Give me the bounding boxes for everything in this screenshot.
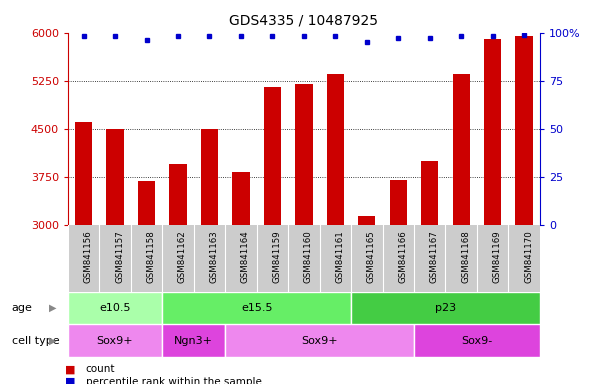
Text: GSM841161: GSM841161 bbox=[335, 230, 345, 283]
Text: percentile rank within the sample: percentile rank within the sample bbox=[86, 377, 261, 384]
Text: GSM841164: GSM841164 bbox=[241, 230, 250, 283]
Bar bbox=[264, 87, 281, 225]
Bar bbox=[138, 181, 155, 225]
Text: GSM841159: GSM841159 bbox=[273, 230, 281, 283]
Text: GSM841160: GSM841160 bbox=[304, 230, 313, 283]
Bar bbox=[414, 324, 540, 357]
Bar bbox=[516, 36, 533, 225]
Text: GSM841170: GSM841170 bbox=[524, 230, 533, 283]
Bar bbox=[351, 292, 540, 324]
Text: p23: p23 bbox=[435, 303, 456, 313]
Bar bbox=[106, 129, 124, 225]
Bar bbox=[389, 180, 407, 225]
Text: Ngn3+: Ngn3+ bbox=[174, 336, 213, 346]
Text: Sox9+: Sox9+ bbox=[97, 336, 133, 346]
Text: GSM841167: GSM841167 bbox=[430, 230, 439, 283]
Bar bbox=[484, 39, 502, 225]
Bar bbox=[162, 324, 225, 357]
Bar bbox=[453, 74, 470, 225]
Bar bbox=[421, 161, 438, 225]
Text: GSM841165: GSM841165 bbox=[367, 230, 376, 283]
Text: GSM841166: GSM841166 bbox=[398, 230, 407, 283]
Bar bbox=[68, 292, 162, 324]
Bar bbox=[75, 122, 92, 225]
Text: ■: ■ bbox=[65, 364, 76, 374]
Text: GSM841157: GSM841157 bbox=[115, 230, 124, 283]
Bar bbox=[232, 172, 250, 225]
Text: age: age bbox=[12, 303, 32, 313]
Text: e10.5: e10.5 bbox=[99, 303, 131, 313]
Bar bbox=[327, 74, 344, 225]
Text: GSM841169: GSM841169 bbox=[493, 230, 502, 283]
Bar bbox=[169, 164, 186, 225]
Bar bbox=[295, 84, 313, 225]
Text: ■: ■ bbox=[65, 377, 76, 384]
Text: Sox9+: Sox9+ bbox=[301, 336, 338, 346]
Bar bbox=[201, 129, 218, 225]
Text: GSM841158: GSM841158 bbox=[146, 230, 156, 283]
Text: GSM841156: GSM841156 bbox=[84, 230, 93, 283]
Text: e15.5: e15.5 bbox=[241, 303, 273, 313]
Text: GSM841163: GSM841163 bbox=[209, 230, 218, 283]
Bar bbox=[162, 292, 351, 324]
Bar bbox=[68, 324, 162, 357]
Bar bbox=[225, 324, 414, 357]
Bar bbox=[358, 216, 375, 225]
Text: Sox9-: Sox9- bbox=[461, 336, 493, 346]
Text: ▶: ▶ bbox=[50, 303, 57, 313]
Text: GDS4335 / 10487925: GDS4335 / 10487925 bbox=[230, 13, 378, 27]
Text: ▶: ▶ bbox=[50, 336, 57, 346]
Text: GSM841168: GSM841168 bbox=[461, 230, 470, 283]
Text: count: count bbox=[86, 364, 115, 374]
Text: cell type: cell type bbox=[12, 336, 60, 346]
Text: GSM841162: GSM841162 bbox=[178, 230, 187, 283]
